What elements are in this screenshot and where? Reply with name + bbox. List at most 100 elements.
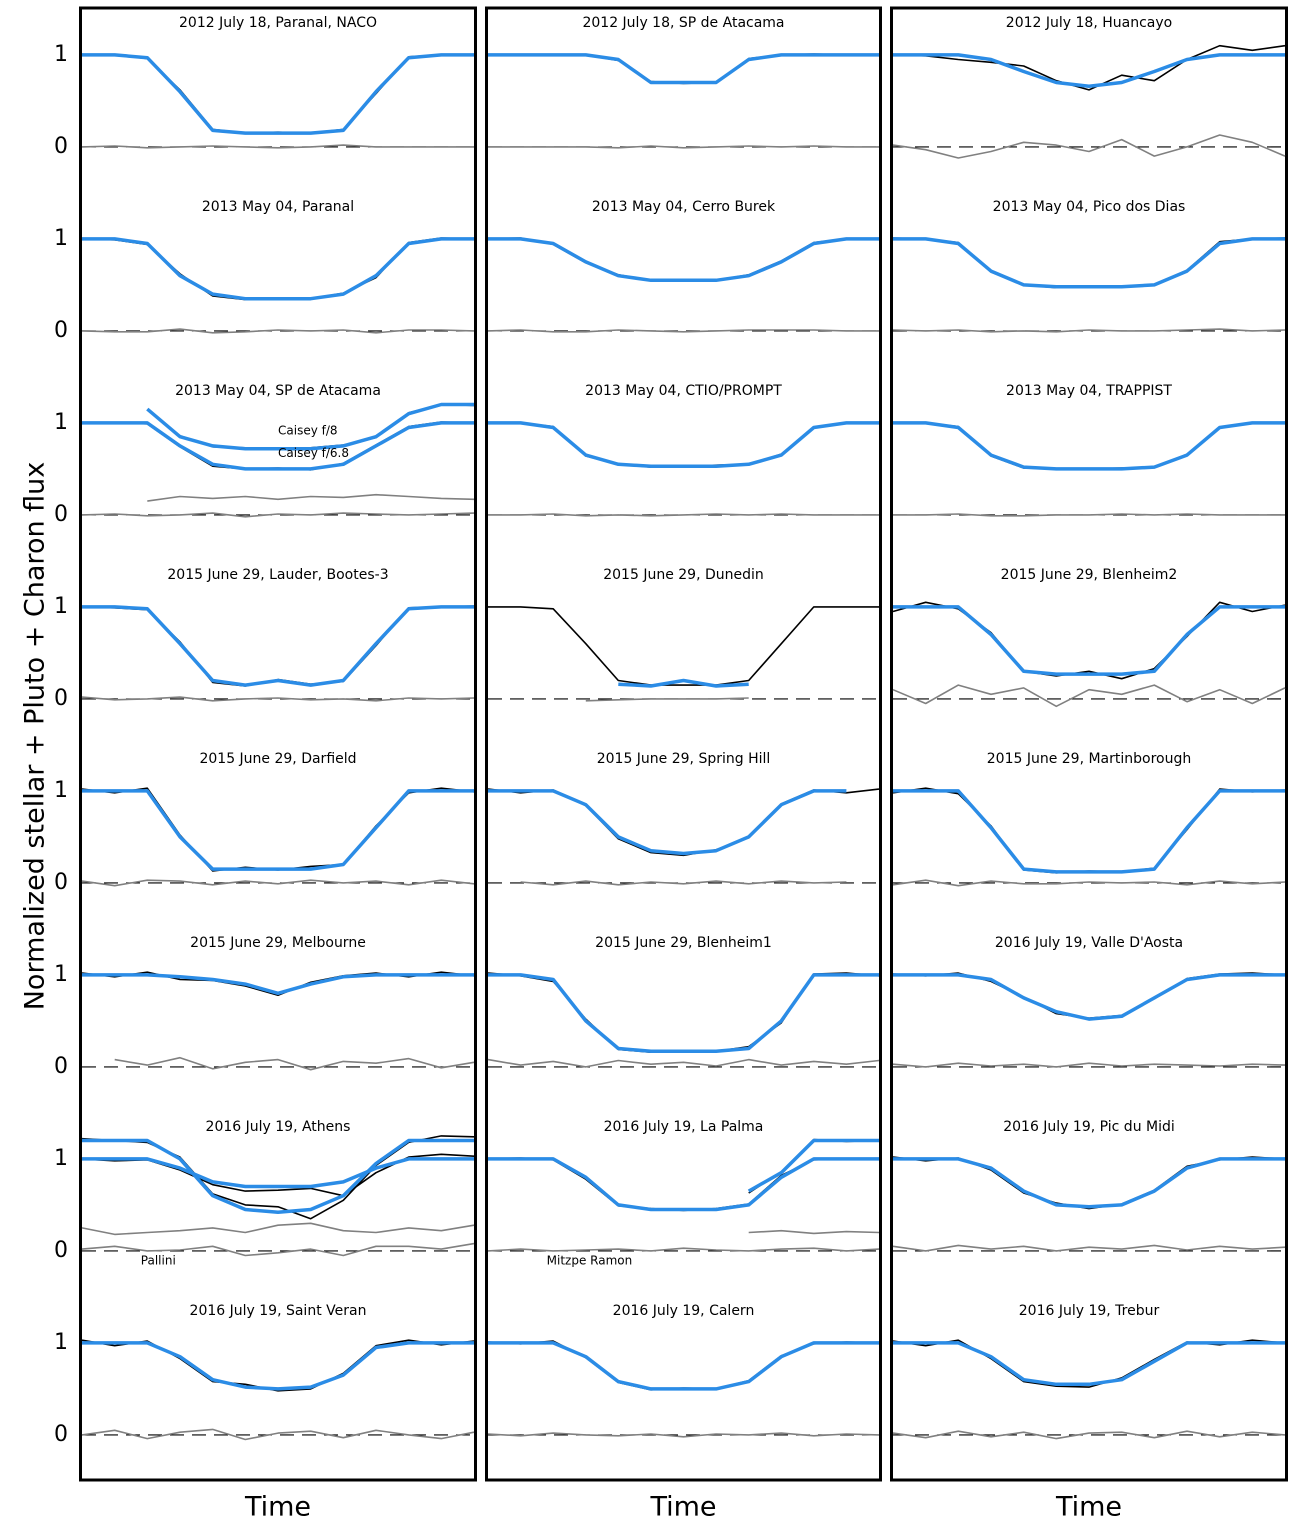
panel-title: 2015 June 29, Martinborough (987, 751, 1192, 767)
light-curve (585, 697, 749, 702)
light-curve (82, 237, 474, 301)
light-curve (892, 601, 1286, 680)
light-curve (618, 678, 749, 688)
panel-title: 2013 May 04, CTIO/PROMPT (585, 383, 782, 399)
y-tick-label: 0 (54, 870, 68, 895)
panel-title: 2015 June 29, Darfield (199, 751, 356, 767)
light-curve (81, 1428, 475, 1441)
light-curve (892, 1339, 1286, 1388)
light-curve (893, 513, 1285, 517)
light-curve (893, 973, 1285, 1021)
light-curve (488, 789, 847, 856)
light-curve (488, 973, 879, 1054)
light-curve (82, 53, 474, 135)
light-curve (893, 53, 1285, 88)
light-curve (893, 422, 1285, 470)
light-curve (81, 512, 475, 518)
light-curve (82, 54, 474, 134)
light-curve (488, 422, 879, 468)
light-curve (146, 402, 474, 451)
light-curve (81, 971, 475, 996)
light-curve (82, 421, 474, 471)
y-tick-label: 0 (54, 134, 68, 159)
light-curve (487, 1058, 880, 1068)
light-curve (488, 237, 879, 283)
light-curve (488, 1341, 879, 1391)
light-curve (81, 237, 475, 301)
x-axis-label: Time (244, 1492, 311, 1523)
panel-title: 2012 July 18, Paranal, NACO (179, 15, 377, 31)
light-curve (487, 329, 879, 333)
light-curve (487, 1432, 880, 1438)
panel-title: 2015 June 29, Blenheim2 (1001, 567, 1178, 583)
light-curve (892, 237, 1286, 289)
panel-title: 2016 July 19, Saint Veran (190, 1303, 367, 1319)
y-tick-label: 1 (54, 962, 68, 987)
light-curve (487, 237, 879, 282)
y-tick-label: 1 (54, 1146, 68, 1171)
light-curve (81, 605, 475, 687)
panel-title: 2012 July 18, Huancayo (1006, 15, 1172, 31)
light-curve (893, 1341, 1285, 1387)
panel-title: 2016 July 19, Calern (613, 1303, 755, 1319)
panel-title: 2015 June 29, Dunedin (603, 567, 764, 583)
light-curve (893, 1157, 1285, 1209)
light-curve (892, 684, 1286, 708)
y-tick-label: 1 (54, 1330, 68, 1355)
y-tick-label: 0 (54, 502, 68, 527)
light-curve (892, 1244, 1286, 1252)
light-curve (892, 328, 1286, 333)
panel-column-frame (485, 6, 882, 1482)
y-tick-label: 0 (54, 1422, 68, 1447)
light-curve (81, 1135, 475, 1220)
panel-title: 2016 July 19, Pic du Midi (1003, 1119, 1175, 1135)
light-curve (893, 237, 1285, 289)
light-curve (892, 1156, 1286, 1210)
panel-title: 2013 May 04, TRAPPIST (1006, 383, 1172, 399)
light-curve (892, 1430, 1286, 1440)
light-curve (81, 1222, 475, 1236)
y-tick-label: 1 (54, 410, 68, 435)
light-curve (82, 789, 474, 871)
y-tick-label: 0 (54, 1054, 68, 1079)
light-curve (147, 493, 475, 502)
light-curve (487, 1340, 880, 1391)
light-curve (82, 1157, 474, 1189)
panel-title: 2016 July 19, La Palma (604, 1119, 764, 1135)
y-tick-label: 1 (54, 226, 68, 251)
light-curve (487, 788, 880, 857)
light-curve (81, 144, 474, 149)
panel-title: 2013 May 04, Cerro Burek (592, 199, 776, 215)
light-curve (488, 1157, 879, 1212)
light-curve (748, 1229, 880, 1235)
panel-title: 2013 May 04, Pico dos Dias (993, 199, 1186, 215)
y-tick-label: 0 (54, 318, 68, 343)
light-curve (892, 879, 1286, 887)
light-curve (82, 973, 474, 996)
light-curve (488, 53, 879, 85)
panel-title: 2013 May 04, Paranal (202, 199, 354, 215)
panel-title: 2015 June 29, Melbourne (190, 935, 366, 951)
panel-title: 2013 May 04, SP de Atacama (175, 383, 381, 399)
panel-title: 2016 July 19, Valle D'Aosta (995, 935, 1183, 951)
panel-title: 2016 July 19, Trebur (1019, 1303, 1160, 1319)
panel-title: 2016 July 19, Athens (206, 1119, 351, 1135)
x-axis-label: Time (1055, 1492, 1122, 1523)
light-curve (893, 605, 1285, 676)
y-tick-label: 1 (54, 778, 68, 803)
light-curve (488, 606, 879, 686)
light-curve (81, 1242, 475, 1257)
light-curve (487, 1247, 880, 1252)
light-curve (893, 789, 1285, 874)
panel-title: 2015 June 29, Lauder, Bootes-3 (167, 567, 388, 583)
y-tick-label: 0 (54, 1238, 68, 1263)
y-tick-label: 1 (54, 594, 68, 619)
light-curve (81, 1339, 475, 1392)
annotation: Mitzpe Ramon (547, 1254, 633, 1268)
light-curve (892, 972, 1286, 1019)
light-curve (487, 972, 880, 1053)
y-axis-label: Normalized stellar + Pluto + Charon flux (20, 462, 51, 1011)
light-curve (893, 421, 1285, 471)
light-curve (488, 513, 879, 517)
